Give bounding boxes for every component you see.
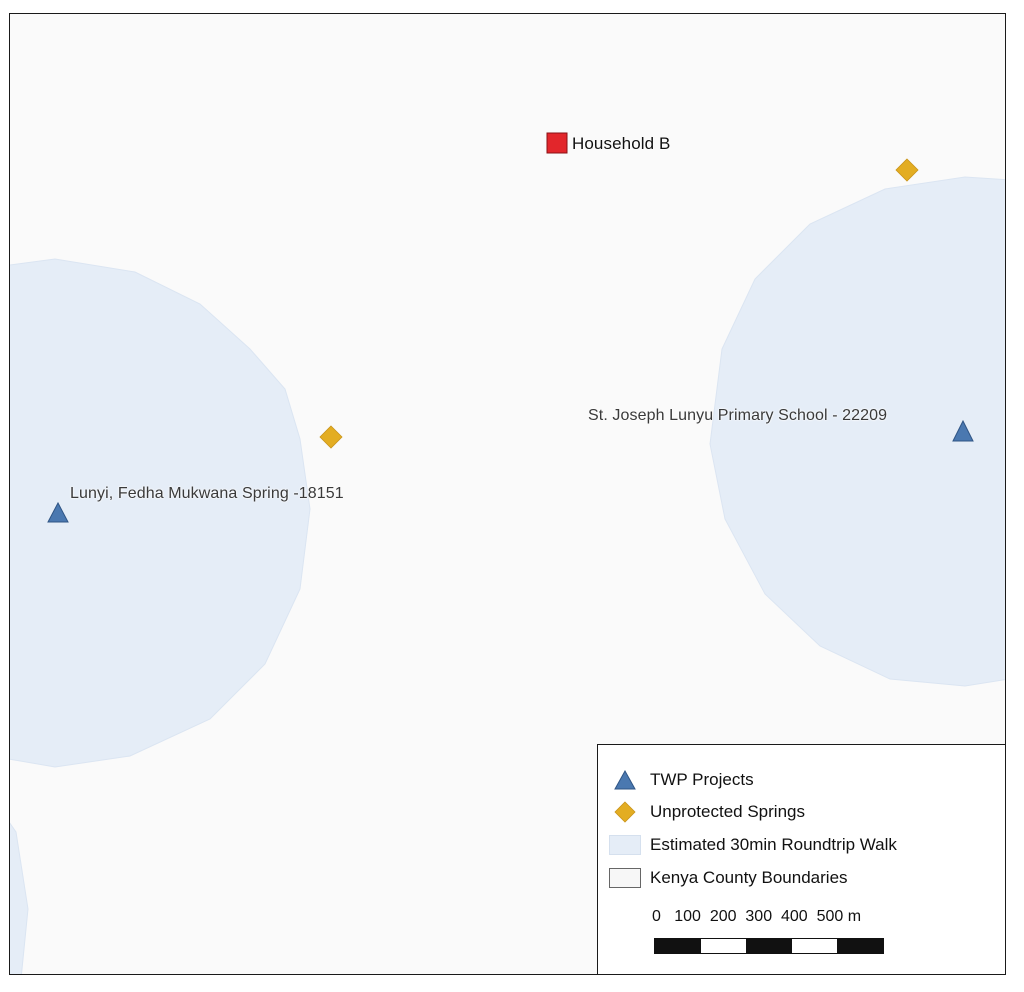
project-east-label: St. Joseph Lunyu Primary School - 22209	[588, 407, 888, 424]
diamond-icon	[614, 801, 636, 823]
twp-project-east-icon[interactable]	[952, 419, 974, 442]
household-label: Household B	[572, 134, 671, 153]
map-legend: TWP Projects Unprotected Springs Estimat…	[597, 744, 1005, 974]
walk-area-west	[10, 258, 311, 768]
scale-segment	[791, 939, 838, 953]
twp-project-west-icon[interactable]	[47, 501, 69, 523]
scale-bar	[654, 938, 884, 954]
legend-item-twp-projects: TWP Projects	[608, 767, 754, 793]
unprotected-spring-west-icon[interactable]	[319, 425, 343, 449]
legend-label: Estimated 30min Roundtrip Walk	[650, 835, 897, 854]
legend-item-county-boundaries: Kenya County Boundaries	[608, 865, 848, 891]
legend-label: TWP Projects	[650, 770, 754, 789]
project-west-label: Lunyi, Fedha Mukwana Spring -18151	[70, 485, 344, 502]
scale-segment	[655, 939, 701, 953]
unprotected-spring-north-icon[interactable]	[895, 158, 919, 182]
legend-item-walk-area: Estimated 30min Roundtrip Walk	[608, 832, 897, 858]
scale-segment	[746, 939, 792, 953]
legend-label: Kenya County Boundaries	[650, 868, 848, 887]
map-canvas[interactable]: Household B Lunyi, Fedha Mukwana Spring …	[9, 13, 1006, 975]
walk-area-southwest	[10, 822, 29, 974]
triangle-icon	[614, 770, 636, 790]
scale-segment	[700, 939, 747, 953]
walk-area-east	[709, 176, 1005, 687]
household-b-icon[interactable]	[546, 132, 568, 154]
legend-item-unprotected-springs: Unprotected Springs	[608, 799, 805, 825]
legend-label: Unprotected Springs	[650, 802, 805, 821]
scale-bar-labels: 0 100 200 300 400 500 m	[652, 908, 862, 925]
scale-segment	[837, 939, 883, 953]
walk-area-swatch	[609, 835, 641, 855]
county-boundary-swatch	[609, 868, 641, 888]
map-layers	[10, 132, 1005, 974]
